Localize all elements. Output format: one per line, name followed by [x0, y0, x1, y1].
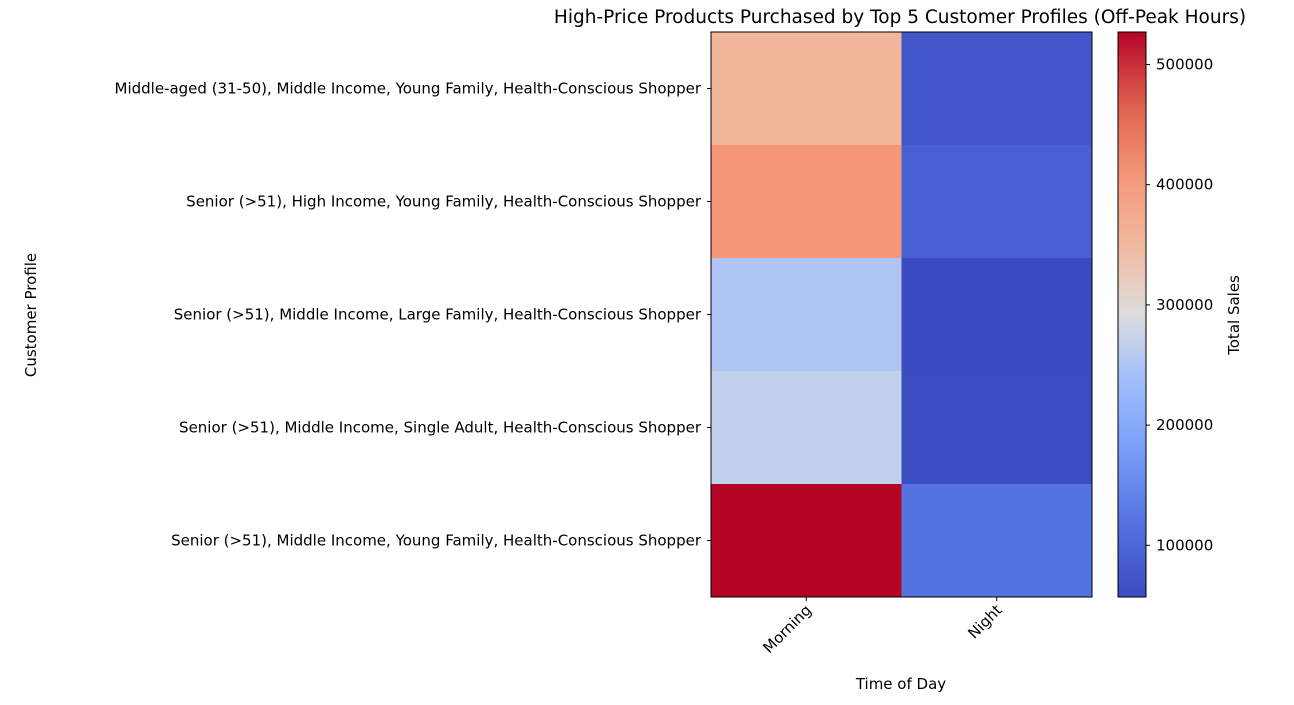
x-tick-label: Night [964, 601, 1005, 642]
colorbar-tick-label: 200000 [1156, 416, 1213, 434]
colorbar-tick-label: 400000 [1156, 176, 1213, 194]
x-tick-labels: Morning Night [759, 597, 1006, 657]
heatmap-cell [901, 32, 1093, 146]
y-tick-label: Senior (>51), Middle Income, Single Adul… [179, 419, 702, 437]
heatmap-cell [901, 258, 1093, 372]
x-axis-label: Time of Day [855, 675, 946, 693]
x-tick-label: Morning [759, 601, 815, 657]
heatmap-cells [711, 32, 1093, 598]
heatmap-cell [711, 258, 902, 372]
y-axis-label: Customer Profile [22, 253, 40, 377]
chart-title: High-Price Products Purchased by Top 5 C… [554, 7, 1246, 28]
colorbar-label: Total Sales [1225, 275, 1243, 356]
colorbar-tick-label: 500000 [1156, 55, 1213, 73]
y-tick-label: Senior (>51), Middle Income, Large Famil… [174, 306, 702, 324]
colorbar-tick-label: 100000 [1156, 536, 1213, 554]
colorbar-tick-label: 300000 [1156, 296, 1213, 314]
y-tick-label: Senior (>51), High Income, Young Family,… [186, 193, 702, 211]
colorbar-ticks: 100000 200000 300000 400000 500000 [1146, 55, 1213, 554]
y-tick-label: Senior (>51), Middle Income, Young Famil… [171, 532, 702, 550]
heatmap-cell [711, 145, 902, 259]
heatmap-cell [711, 371, 902, 485]
heatmap-cell [901, 371, 1093, 485]
y-tick-labels: Middle-aged (31-50), Middle Income, Youn… [115, 80, 711, 550]
heatmap-cell [901, 484, 1093, 598]
heatmap-cell [711, 32, 902, 146]
y-tick-label: Middle-aged (31-50), Middle Income, Youn… [115, 80, 702, 98]
colorbar [1117, 31, 1147, 598]
heatmap-cell [901, 145, 1093, 259]
heatmap-cell [711, 484, 902, 598]
